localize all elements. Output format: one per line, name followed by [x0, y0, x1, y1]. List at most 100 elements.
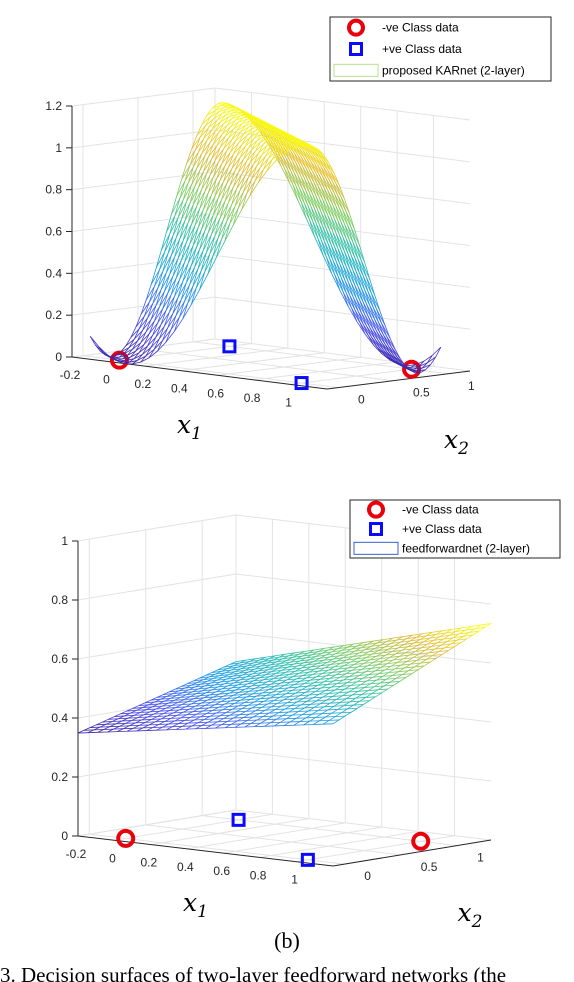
surface-mesh-line: [199, 155, 206, 171]
surface-mesh-line: [160, 697, 171, 700]
surface-mesh-line: [228, 155, 238, 168]
surface-mesh-line: [351, 666, 359, 671]
surface-mesh-line: [126, 707, 133, 712]
surface-mesh-line: [367, 291, 377, 310]
legend-box: [329, 16, 552, 82]
surface-mesh-line: [239, 177, 249, 191]
surface-mesh-line: [174, 240, 184, 258]
surface-mesh-line: [175, 685, 182, 690]
surface-mesh-line: [206, 196, 216, 212]
surface-mesh-line: [258, 667, 265, 672]
surface-mesh-line: [251, 125, 261, 130]
surface-mesh-line: [231, 130, 238, 140]
surface-mesh-line: [220, 678, 227, 683]
surface-mesh-line: [378, 648, 389, 651]
surface-mesh-line: [199, 192, 209, 209]
surface-mesh-line: [216, 676, 224, 681]
surface-mesh-line: [349, 672, 356, 677]
surface-mesh-line: [368, 648, 375, 653]
surface-mesh-line: [152, 724, 159, 728]
surface-mesh-line: [304, 178, 314, 195]
grid-line: [223, 826, 382, 854]
surface-mesh-line: [323, 155, 330, 164]
surface-mesh-line: [315, 652, 323, 657]
surface-mesh-line: [270, 663, 281, 666]
surface-mesh-line: [213, 695, 224, 698]
surface-mesh-line: [331, 685, 342, 688]
surface-mesh-line: [369, 305, 376, 321]
surface-mesh-line: [259, 656, 266, 661]
surface-mesh-line: [332, 181, 339, 196]
surface-mesh-line: [413, 366, 420, 370]
surface-mesh-line: [205, 689, 213, 694]
surface-mesh-line: [339, 235, 349, 255]
surface-mesh-line: [314, 706, 325, 708]
surface-mesh-line: [289, 658, 297, 663]
surface-mesh-line: [417, 643, 428, 646]
x-tick-label: 0.2: [141, 856, 158, 870]
surface-mesh-line: [381, 665, 392, 668]
surface-mesh-line: [345, 648, 352, 653]
surface-mesh-line: [199, 674, 206, 679]
surface-mesh-line: [397, 661, 407, 663]
surface-mesh-line: [209, 132, 219, 143]
legend-pos-marker: [349, 42, 363, 56]
surface-mesh-line: [317, 210, 327, 229]
surface-mesh-line: [126, 727, 134, 732]
surface-mesh-line: [324, 241, 334, 261]
surface-mesh-line: [221, 668, 228, 672]
surface-mesh-line: [102, 718, 109, 723]
surface-mesh-line: [416, 633, 423, 638]
surface-mesh-line: [371, 666, 382, 669]
surface-mesh-line: [388, 645, 395, 650]
surface-mesh-line: [416, 635, 427, 638]
surface-mesh-line: [360, 680, 367, 686]
surface-mesh-line: [260, 123, 266, 127]
surface-mesh-line: [211, 145, 218, 159]
surface-mesh-line: [348, 690, 359, 693]
surface-mesh-line: [437, 641, 448, 644]
surface-mesh-line: [320, 240, 331, 259]
surface-mesh-line: [418, 649, 426, 655]
surface-mesh-line: [323, 702, 331, 708]
surface-mesh-line: [393, 681, 401, 686]
surface-mesh-line: [241, 683, 248, 688]
surface-mesh-line: [314, 667, 325, 670]
surface-mesh-line: [241, 135, 248, 145]
surface-mesh-line: [334, 274, 341, 291]
surface-mesh-line: [221, 685, 229, 690]
surface-mesh-line: [174, 717, 181, 722]
surface-mesh-line: [361, 313, 371, 329]
surface-mesh-line: [233, 679, 241, 684]
surface-mesh-line: [192, 153, 203, 168]
surface-mesh-line: [309, 676, 317, 681]
surface-mesh-line: [233, 123, 243, 130]
surface-mesh-line: [410, 365, 419, 368]
surface-mesh-line: [283, 148, 293, 155]
surface-mesh-line: [184, 166, 194, 182]
surface-mesh-line: [455, 629, 466, 632]
surface-mesh-line: [380, 678, 387, 684]
surface-mesh-line: [300, 156, 307, 169]
surface-mesh-line: [287, 169, 294, 185]
surface-mesh-line: [321, 709, 329, 715]
surface-mesh-line: [351, 308, 361, 324]
surface-mesh-line: [325, 689, 335, 692]
surface-mesh-line: [291, 689, 302, 691]
surface-mesh-line: [255, 656, 266, 660]
surface-mesh-line: [187, 247, 197, 265]
surface-mesh-line: [315, 156, 322, 167]
surface-mesh-line: [354, 684, 361, 689]
surface-mesh-line: [219, 714, 230, 717]
surface-mesh-line: [267, 700, 274, 705]
surface-mesh-line: [371, 689, 379, 694]
surface-mesh-line: [205, 704, 215, 706]
surface-mesh-line: [276, 660, 287, 663]
surface-mesh-line: [357, 665, 368, 668]
surface-mesh-line: [146, 727, 153, 731]
surface-mesh-line: [229, 141, 236, 153]
surface-mesh-line: [432, 653, 443, 656]
surface-mesh-line: [277, 666, 288, 669]
surface-mesh-line: [404, 663, 411, 669]
surface-mesh-line: [307, 205, 314, 222]
